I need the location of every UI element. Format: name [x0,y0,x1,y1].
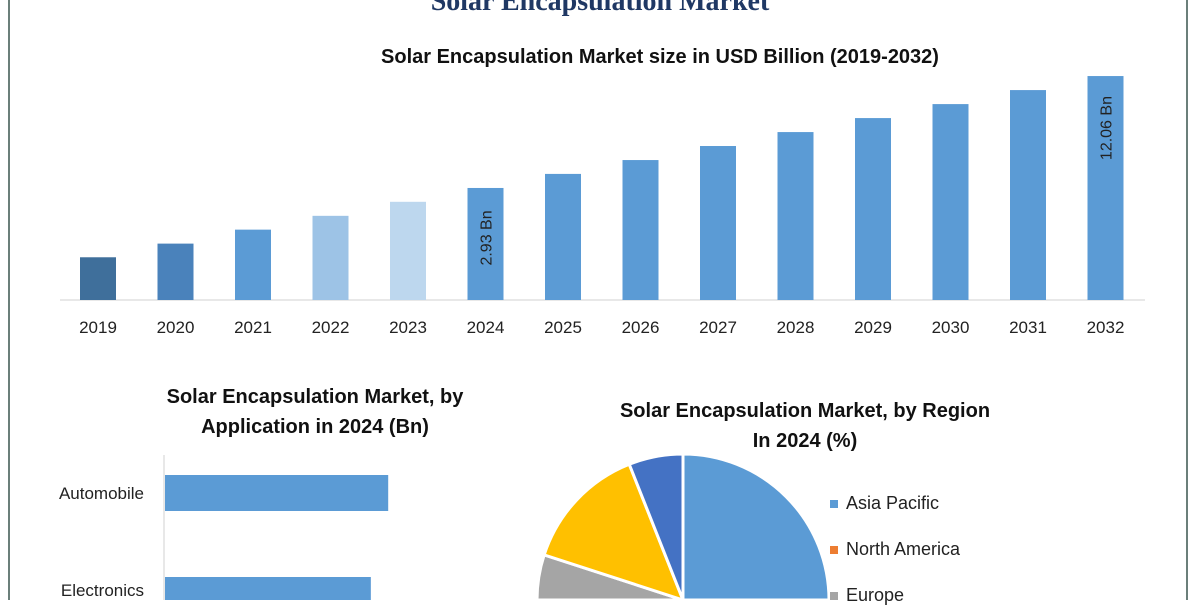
bar-2026 [622,160,659,300]
legend-item-asia-pacific: Asia Pacific [830,494,960,512]
bar-2027 [700,146,736,300]
bar-2032 [1087,76,1124,300]
bar-2022 [312,215,349,300]
legend-item-north-america: North America [830,540,960,558]
bar-chart-title: Solar Encapsulation Market size in USD B… [381,46,939,68]
hbar-electronics [165,577,371,600]
bar-2020 [157,243,194,300]
bar-2023 [390,201,426,300]
pie-slice-unlabeled-3 [542,462,685,600]
bar-2019 [80,257,116,300]
x-tick-label: 2023 [389,318,427,337]
application-title-line2: Application in 2024 (Bn) [201,416,429,438]
x-tick-label: 2030 [932,318,970,337]
bar-2030 [932,104,969,301]
region-title-line2: In 2024 (%) [752,430,858,452]
data-label-2032: 12.06 Bn [1099,96,1116,160]
page-frame [8,0,1188,600]
category-label: Electronics [61,581,144,600]
x-tick-label: 2024 [467,318,505,337]
x-tick-label: 2027 [699,318,737,337]
application-chart-title: Solar Encapsulation Market, by Applicati… [60,382,570,442]
x-tick-label: 2026 [622,318,660,337]
x-tick-label: 2022 [312,318,350,337]
legend-item-europe: Europe [830,586,960,604]
bar-2029 [855,118,891,300]
legend-label: Asia Pacific [846,493,940,513]
x-tick-label: 2025 [544,318,582,337]
x-tick-label: 2029 [854,318,892,337]
bar-2028 [777,132,814,300]
x-tick-label: 2028 [777,318,815,337]
x-tick-label: 2021 [234,318,272,337]
bar-2021 [235,229,271,300]
bar-2024 [467,187,504,300]
pie-slice-asia-pacific [681,452,831,600]
legend-swatch [830,592,838,601]
application-title-line1: Solar Encapsulation Market, by [166,386,464,408]
pie-legend: Asia Pacific North America Europe [830,494,960,604]
x-tick-label: 2020 [157,318,195,337]
legend-swatch [830,500,838,509]
bar-2025 [545,173,581,300]
legend-swatch [830,546,838,555]
legend-label: North America [846,539,961,559]
bar-2031 [1010,90,1046,300]
pie-slice-unlabeled-4 [627,452,685,600]
hbar-automobile [165,475,389,511]
main-title: Solar Encapsulation Market [430,0,770,17]
category-label: Automobile [59,484,144,503]
x-tick-label: 2032 [1087,318,1125,337]
legend-label: Europe [846,585,905,605]
region-title-line1: Solar Encapsulation Market, by Region [619,400,991,422]
x-tick-label: 2031 [1009,318,1047,337]
data-label-2024: 2.93 Bn [479,210,496,265]
x-tick-label: 2019 [79,318,117,337]
region-chart-title: Solar Encapsulation Market, by Region In… [540,396,1070,456]
